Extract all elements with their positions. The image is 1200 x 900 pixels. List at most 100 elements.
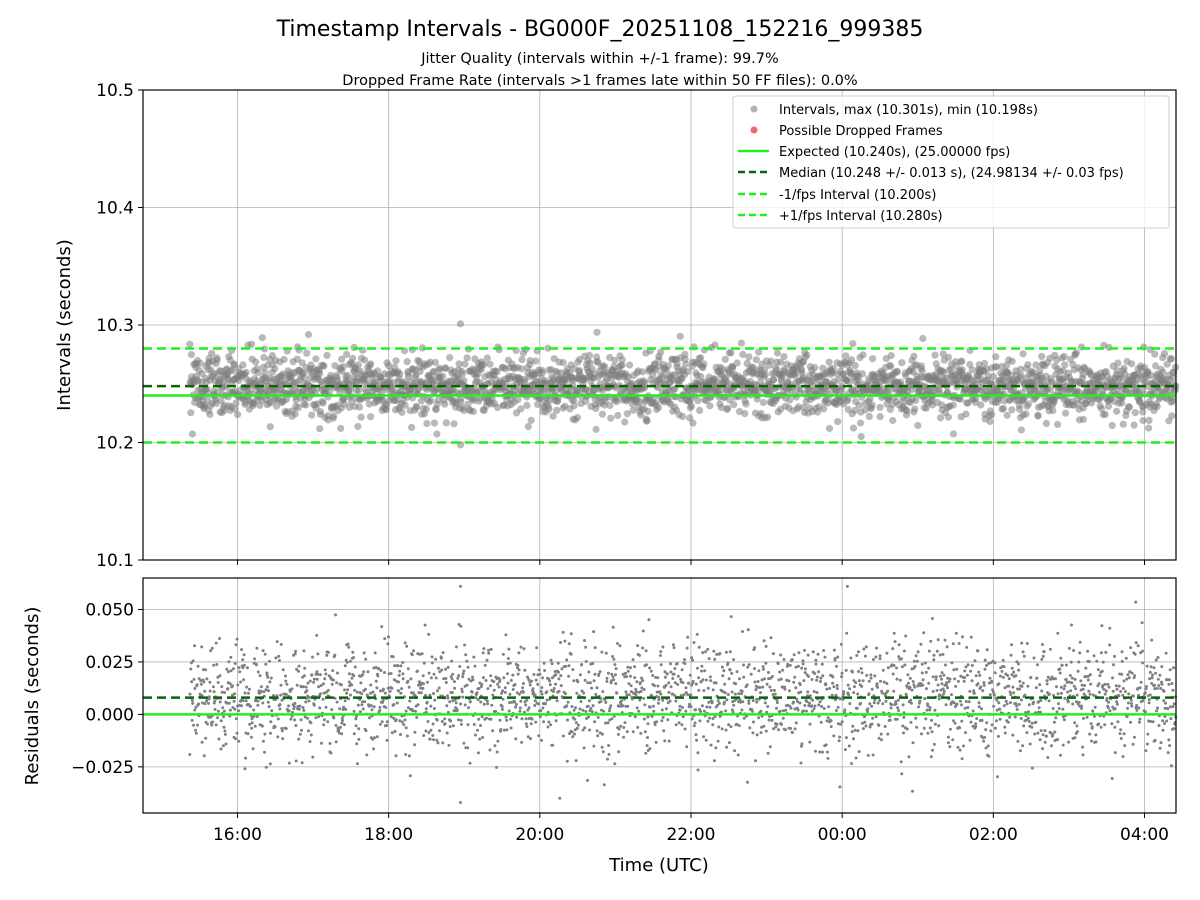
residual-point bbox=[709, 743, 713, 747]
residual-point bbox=[511, 673, 515, 677]
residual-point bbox=[593, 646, 597, 650]
residual-point bbox=[435, 718, 439, 722]
residual-point bbox=[646, 715, 650, 719]
residual-point bbox=[776, 662, 780, 666]
residual-point bbox=[955, 667, 959, 671]
residual-point bbox=[524, 717, 528, 721]
interval-point bbox=[441, 400, 449, 408]
residual-point bbox=[669, 685, 673, 689]
residual-point bbox=[591, 704, 595, 708]
residual-point bbox=[767, 718, 771, 722]
residual-point bbox=[590, 686, 594, 690]
residual-point bbox=[233, 707, 237, 711]
residual-point bbox=[421, 674, 425, 678]
residual-point bbox=[454, 645, 458, 649]
residual-point bbox=[955, 702, 959, 706]
residual-point bbox=[617, 727, 621, 731]
residual-point bbox=[660, 708, 664, 712]
residual-point bbox=[500, 707, 504, 711]
residual-point bbox=[518, 709, 522, 713]
residual-point bbox=[621, 704, 625, 708]
interval-point bbox=[829, 364, 837, 372]
residual-point bbox=[589, 706, 593, 710]
residual-point bbox=[667, 690, 671, 694]
interval-point bbox=[518, 356, 526, 364]
interval-point bbox=[279, 370, 287, 378]
interval-point bbox=[849, 424, 858, 432]
residual-point bbox=[321, 697, 325, 701]
residual-point bbox=[212, 663, 216, 667]
interval-point bbox=[430, 419, 438, 427]
residual-point bbox=[385, 738, 389, 742]
residual-point bbox=[931, 748, 934, 752]
residual-point bbox=[924, 670, 928, 674]
residual-point bbox=[922, 631, 926, 635]
residual-point bbox=[860, 671, 864, 675]
residual-point bbox=[383, 691, 387, 695]
residual-point bbox=[900, 665, 904, 669]
residual-point bbox=[692, 724, 696, 728]
residual-point bbox=[196, 664, 200, 668]
residual-point bbox=[401, 677, 405, 681]
residual-point bbox=[762, 639, 766, 643]
residual-point bbox=[576, 723, 580, 727]
residual-point bbox=[627, 682, 631, 686]
interval-point bbox=[201, 401, 209, 409]
residual-point bbox=[683, 662, 687, 665]
residual-point bbox=[368, 716, 372, 720]
interval-point bbox=[1119, 420, 1127, 428]
residual-point bbox=[908, 685, 912, 689]
residual-point bbox=[413, 709, 417, 713]
interval-point bbox=[408, 423, 416, 431]
residual-point bbox=[1023, 693, 1027, 697]
interval-point bbox=[851, 361, 859, 370]
residual-point bbox=[578, 673, 582, 677]
residual-point bbox=[323, 668, 327, 672]
interval-point bbox=[1125, 403, 1133, 411]
residual-point bbox=[834, 709, 838, 712]
residual-point bbox=[960, 719, 964, 723]
residual-point bbox=[394, 718, 398, 722]
residual-point bbox=[691, 658, 695, 662]
residual-point bbox=[974, 725, 978, 728]
residual-point bbox=[765, 682, 769, 686]
residual-point bbox=[556, 661, 560, 665]
residual-point bbox=[1051, 707, 1055, 710]
residual-point bbox=[614, 673, 617, 677]
residual-point bbox=[684, 686, 688, 690]
residual-point bbox=[879, 732, 883, 736]
residual-point bbox=[406, 667, 410, 671]
residual-point bbox=[1013, 715, 1017, 719]
interval-point bbox=[463, 354, 471, 362]
residual-point bbox=[1021, 650, 1025, 654]
residual-point bbox=[942, 689, 946, 693]
residual-point bbox=[378, 709, 382, 712]
interval-point bbox=[316, 425, 324, 433]
residual-point bbox=[312, 680, 316, 684]
residual-point bbox=[691, 679, 695, 683]
residual-point bbox=[468, 761, 472, 765]
residual-point bbox=[399, 733, 402, 736]
residual-point bbox=[535, 646, 539, 650]
residual-point bbox=[335, 700, 339, 704]
residual-point bbox=[651, 674, 655, 677]
residual-point bbox=[403, 641, 407, 645]
interval-point bbox=[1151, 350, 1159, 358]
interval-point bbox=[607, 414, 615, 422]
residual-point bbox=[491, 729, 495, 733]
interval-point bbox=[618, 356, 626, 364]
residual-point bbox=[220, 685, 224, 689]
interval-point bbox=[780, 353, 788, 361]
residual-point bbox=[279, 642, 283, 646]
residual-point bbox=[614, 682, 618, 686]
residual-point bbox=[517, 668, 521, 672]
residual-point bbox=[399, 691, 403, 695]
residual-point bbox=[600, 732, 604, 736]
residual-point bbox=[737, 724, 741, 728]
residual-point bbox=[191, 659, 195, 663]
residual-point bbox=[706, 719, 710, 723]
residual-point bbox=[606, 757, 609, 761]
residual-point bbox=[982, 681, 986, 685]
residual-point bbox=[779, 677, 783, 681]
residual-point bbox=[714, 746, 718, 750]
